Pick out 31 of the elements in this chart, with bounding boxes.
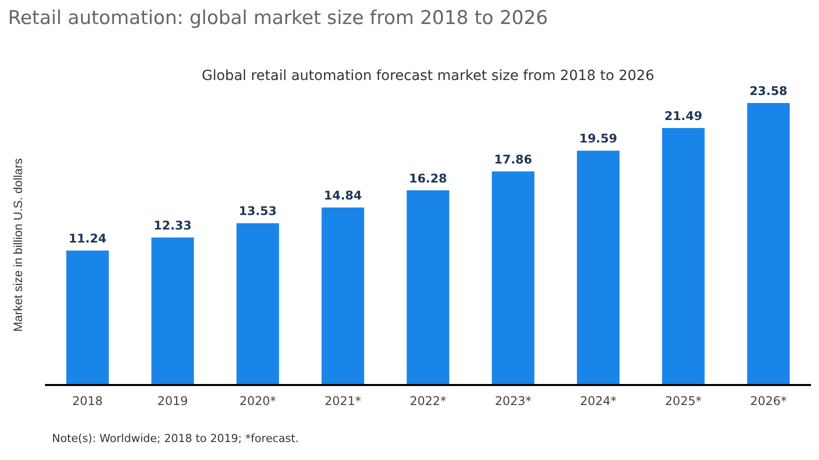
data-label: 14.84 (324, 188, 362, 203)
bar (576, 150, 620, 385)
x-tick-label: 2022* (410, 394, 446, 408)
data-label: 11.24 (68, 232, 107, 246)
bar (66, 250, 109, 385)
x-tick-label: 2026* (750, 394, 787, 408)
y-axis-title: Market size in billion U.S. dollars (11, 158, 25, 332)
bar (662, 128, 705, 385)
x-tick-label: 2020* (240, 394, 276, 408)
text: Note(s): Worldwide; 2018 to 2019; *forecast. (52, 432, 299, 445)
chart-title: Retail automation: global market size from 2018 to 2026 (8, 7, 548, 29)
data-label: 23.58 (749, 84, 788, 98)
chart-subtitle: Global retail automation forecast market size from 2018 to 2026 (202, 68, 654, 84)
x-tick-label: 2019 (157, 394, 188, 408)
bar (151, 238, 194, 385)
x-tick-label: 2025* (665, 394, 702, 408)
bar (236, 223, 280, 385)
x-tick-label: 2023* (494, 394, 532, 408)
bar (492, 171, 534, 385)
bar (406, 190, 450, 385)
data-label: 19.59 (579, 132, 618, 146)
bar (322, 208, 364, 385)
x-tick-label: 2018 (72, 394, 103, 408)
data-label: 13.53 (238, 204, 277, 218)
x-tick-label: 2021* (324, 394, 362, 408)
x-tick-label: 2024* (580, 394, 616, 408)
data-label: 21.49 (664, 108, 702, 123)
data-label: 17.86 (494, 152, 532, 166)
data-label: 16.28 (409, 171, 447, 186)
bar (747, 103, 790, 385)
data-label: 12.33 (154, 218, 192, 233)
